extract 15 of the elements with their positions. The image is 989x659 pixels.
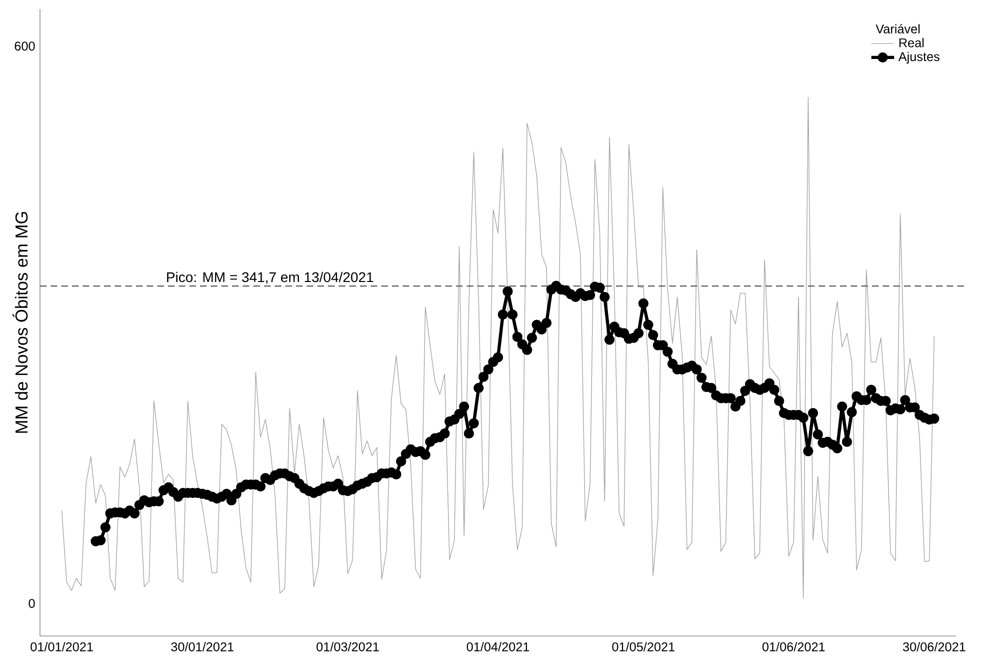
legend-label: Ajustes [898, 52, 940, 64]
x-tick-label: 01/03/2021 [316, 642, 379, 652]
x-tick-label: 30/01/2021 [171, 642, 234, 652]
x-tick-label: 01/04/2021 [466, 642, 530, 652]
y-axis-title: MM de Novos Óbitos em MG [12, 212, 28, 433]
legend-title: Variável [876, 24, 920, 34]
x-tick-label: 01/01/2021 [30, 642, 93, 652]
ref-line-label: Pico: MM = 341,7 em 13/04/2021 [167, 272, 374, 284]
y-tick-label: 0 [28, 598, 35, 608]
line-series [61, 96, 935, 598]
y-tick-label: 600 [14, 42, 35, 51]
x-tick-label: 30/06/2021 [902, 642, 966, 652]
x-tick-label: 01/06/2021 [762, 642, 825, 652]
legend-label: Real [899, 38, 924, 48]
x-tick-label: 01/05/2021 [612, 642, 674, 652]
